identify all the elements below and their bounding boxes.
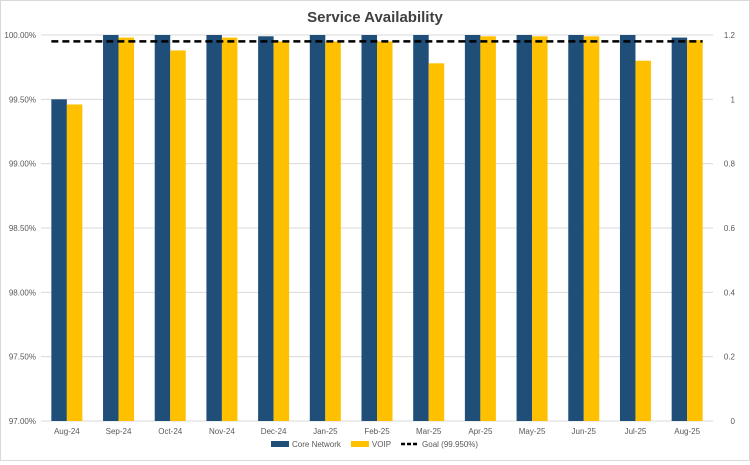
legend-swatch xyxy=(271,441,289,447)
bar-voip xyxy=(221,37,238,421)
y-tick-label: 98.50% xyxy=(9,224,36,233)
bar-voip xyxy=(118,37,135,421)
bar-core-network xyxy=(464,35,481,421)
y-tick-label: 99.50% xyxy=(9,95,36,104)
x-tick-label: Feb-25 xyxy=(364,427,390,436)
bar-core-network xyxy=(671,37,688,421)
bar-core-network xyxy=(413,35,429,421)
bar-core-network xyxy=(154,35,171,421)
x-tick-label: Dec-24 xyxy=(261,427,287,436)
y2-tick-label: 1 xyxy=(731,95,736,104)
y-tick-label: 98.00% xyxy=(9,288,36,297)
y2-tick-label: 0.2 xyxy=(724,353,736,362)
x-tick-label: Jul-25 xyxy=(625,427,647,436)
x-tick-label: Sep-24 xyxy=(106,427,132,436)
legend-core-network: Core Network xyxy=(271,440,342,449)
y-tick-label: 97.50% xyxy=(9,353,36,362)
bar-voip xyxy=(273,41,290,421)
y2-tick-label: 1.2 xyxy=(724,31,736,40)
bar-core-network xyxy=(206,35,222,421)
y-tick-label: 97.00% xyxy=(9,417,36,426)
x-tick-label: Nov-24 xyxy=(209,427,235,436)
y2-tick-label: 0.4 xyxy=(724,288,736,297)
y2-tick-label: 0.8 xyxy=(724,160,736,169)
category-axis-ticks: Aug-24 Sep-24 Oct-24 Nov-24 Dec-24 Jan-25 Feb-… xyxy=(54,427,701,436)
bar-voip xyxy=(532,36,548,421)
legend-goal: Goal (99.950%) xyxy=(401,440,478,449)
y2-tick-label: 0.6 xyxy=(724,224,736,233)
bar-voip xyxy=(428,63,445,421)
bar-core-network xyxy=(619,35,636,421)
x-tick-label: Mar-25 xyxy=(416,427,442,436)
bar-voip xyxy=(170,50,186,421)
chart-title: Service Availability xyxy=(307,9,443,26)
bar-voip xyxy=(325,41,341,421)
bar-core-network xyxy=(516,35,533,421)
bar-voip xyxy=(687,40,703,421)
bar-core-network xyxy=(361,35,377,421)
bar-core-network xyxy=(258,36,274,421)
y-tick-label: 100.00% xyxy=(4,31,36,40)
bar-voip xyxy=(377,41,393,421)
bar-voip xyxy=(583,36,600,421)
legend-label: VOIP xyxy=(372,440,391,449)
y-tick-label: 99.00% xyxy=(9,160,36,169)
x-tick-label: Aug-24 xyxy=(54,427,80,436)
x-tick-label: May-25 xyxy=(519,427,546,436)
left-axis-ticks: 97.00% 97.50% 98.00% 98.50% 99.00% 99.50% 100.… xyxy=(4,31,36,426)
right-axis-ticks: 0 0.2 0.4 0.6 0.8 1 1.2 xyxy=(724,31,736,426)
x-tick-label: Aug-25 xyxy=(674,427,700,436)
bar-core-network xyxy=(103,35,119,421)
x-tick-label: Jun-25 xyxy=(572,427,597,436)
legend-swatch xyxy=(350,441,369,447)
x-tick-label: Oct-24 xyxy=(158,427,183,436)
bar-voip xyxy=(66,104,83,421)
bar-voip xyxy=(480,36,496,421)
legend-label: Goal (99.950%) xyxy=(422,440,478,449)
x-tick-label: Apr-25 xyxy=(468,427,493,436)
x-tick-label: Jan-25 xyxy=(313,427,338,436)
legend: Core Network VOIP Goal (99.950%) xyxy=(271,440,478,449)
bar-core-network xyxy=(568,35,584,421)
bars xyxy=(51,35,703,421)
y2-tick-label: 0 xyxy=(731,417,736,426)
bar-core-network xyxy=(309,35,326,421)
legend-voip: VOIP xyxy=(350,440,391,449)
bar-core-network xyxy=(51,99,67,421)
bar-voip xyxy=(635,60,651,421)
legend-label: Core Network xyxy=(292,440,342,449)
